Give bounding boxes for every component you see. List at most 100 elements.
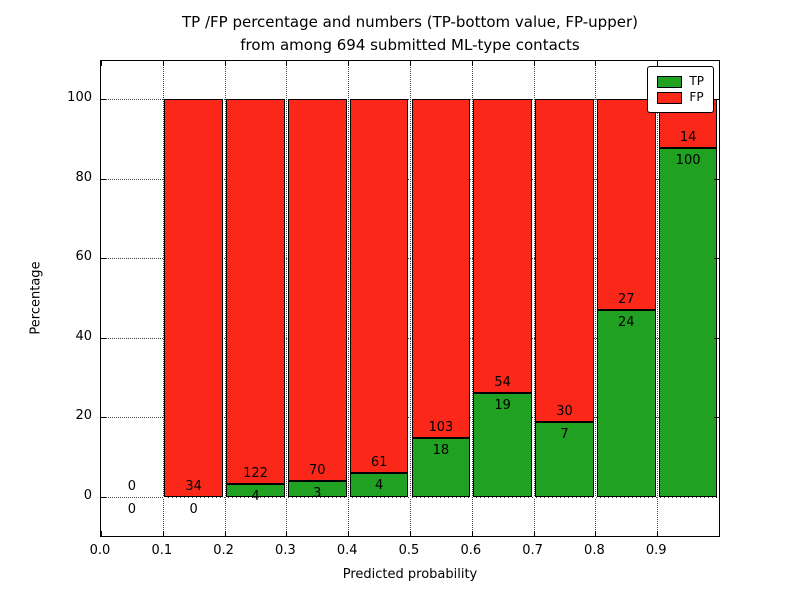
fp-count-label: 14	[679, 129, 697, 145]
y-tick-mark-right	[714, 178, 719, 180]
bar-fp-segment	[596, 99, 656, 310]
chart-title: TP /FP percentage and numbers (TP-bottom…	[100, 11, 720, 57]
x-axis-label: Predicted probability	[342, 567, 478, 582]
bar-tp-segment	[411, 437, 471, 497]
bar-tp-segment	[658, 147, 718, 497]
x-tick-label: 0.4	[336, 543, 358, 558]
fp-count-label: 0	[127, 479, 137, 494]
zero-gridline-overlay	[162, 497, 719, 499]
legend-label-tp: TP	[689, 74, 704, 88]
y-tick-mark-right	[714, 99, 719, 100]
tp-count-label: 4	[251, 489, 260, 505]
x-tick-label: 0.9	[645, 543, 667, 558]
x-tick-label: 0.6	[460, 543, 482, 558]
gridline-vertical	[286, 61, 288, 536]
y-tick-label: 100	[67, 90, 92, 105]
bar-fp-segment	[287, 99, 347, 481]
bar-tp-segment	[349, 472, 409, 497]
x-tick-label: 0.1	[151, 543, 173, 558]
x-tick-mark	[471, 531, 473, 536]
tp-count-label: 0	[189, 502, 198, 517]
y-tick-mark-right	[714, 258, 719, 260]
gridline-vertical	[410, 61, 411, 536]
x-tick-mark	[410, 531, 411, 536]
bar-fp-segment	[349, 99, 409, 473]
x-tick-mark	[286, 531, 288, 536]
x-tick-mark-top	[224, 61, 226, 66]
x-tick-mark-top	[533, 61, 535, 66]
tp-count-label: 4	[374, 477, 384, 493]
gridline-vertical	[471, 61, 473, 536]
bar-tp-segment	[535, 421, 594, 497]
gridline-vertical	[348, 61, 350, 536]
y-tick-mark	[101, 337, 106, 339]
y-tick-labels: 0 20 40 60 80 100	[56, 60, 92, 537]
tp-count-label: 100	[675, 152, 701, 168]
x-tick-label: 0.2	[213, 543, 234, 558]
plot-area: 0 0 34 0 122 4 70 3 61 4 103 18 54 19 30 7 27 24 14 100 TP F…	[100, 60, 720, 537]
legend-entry-tp: TP	[657, 75, 704, 88]
fp-count-label: 122	[243, 466, 268, 482]
y-tick-label: 0	[83, 488, 92, 503]
x-tick-mark-top	[162, 61, 164, 66]
x-tick-label: 0.3	[275, 543, 296, 558]
fp-count-label: 103	[428, 419, 454, 435]
x-tick-label: 0.0	[89, 543, 111, 558]
tp-count-label: 3	[313, 485, 322, 501]
y-tick-label: 60	[75, 249, 92, 265]
x-tick-labels: 0.0 0.1 0.2 0.3 0.4 0.5 0.6 0.7 0.8 0.9	[90, 543, 720, 561]
gridline-vertical	[657, 61, 659, 536]
tp-count-label: 7	[560, 426, 569, 442]
x-tick-mark-top	[101, 61, 102, 66]
legend-label-fp: FP	[689, 90, 704, 104]
tp-count-label: 19	[494, 398, 511, 414]
tp-color-swatch	[657, 75, 683, 88]
gridline-vertical	[224, 61, 226, 536]
x-tick-label: 0.8	[584, 543, 605, 558]
x-tick-mark-top	[410, 61, 411, 66]
chart-title-line1: TP /FP percentage and numbers (TP-bottom…	[182, 13, 638, 31]
gridline-vertical	[595, 61, 597, 536]
bar-fp-segment	[164, 99, 224, 497]
bar-fp-segment	[535, 99, 594, 422]
tp-count-label: 18	[432, 442, 450, 458]
fp-color-swatch	[657, 91, 683, 104]
fp-count-label: 34	[185, 479, 202, 494]
y-axis-label: Percentage	[28, 261, 44, 335]
x-tick-mark	[101, 531, 102, 536]
y-tick-mark	[101, 258, 106, 260]
bar-fp-segment	[411, 99, 471, 438]
y-tick-mark	[101, 178, 106, 180]
x-tick-mark-top	[348, 61, 350, 66]
fp-count-label: 70	[309, 462, 326, 478]
y-tick-mark	[101, 497, 106, 498]
legend: TP FP	[647, 66, 714, 113]
x-tick-mark-top	[286, 61, 288, 66]
bar-fp-segment	[226, 99, 285, 485]
x-tick-label: 0.7	[522, 543, 543, 558]
y-tick-label: 80	[75, 169, 92, 185]
tp-count-label: 24	[618, 314, 635, 330]
x-tick-mark	[224, 531, 226, 536]
bar-tp-segment	[473, 393, 533, 497]
legend-entry-fp: FP	[657, 91, 704, 104]
bar-tp-segment	[596, 309, 656, 497]
x-tick-label: 0.5	[398, 543, 420, 558]
bar-tp-segment	[226, 484, 285, 497]
x-tick-mark	[657, 531, 659, 536]
y-tick-mark	[101, 417, 106, 419]
bar-tp-segment	[287, 480, 347, 497]
fp-count-label: 30	[556, 403, 573, 419]
x-tick-mark-top	[471, 61, 473, 66]
gridline-vertical	[162, 61, 164, 536]
fp-count-label: 54	[494, 375, 511, 391]
x-tick-mark-top	[595, 61, 597, 66]
x-tick-mark	[162, 531, 164, 536]
y-tick-label: 40	[75, 328, 92, 344]
y-tick-label: 20	[75, 408, 92, 424]
x-tick-mark	[348, 531, 350, 536]
x-tick-mark	[533, 531, 535, 536]
x-tick-mark-top	[657, 61, 659, 66]
y-tick-mark-right	[714, 337, 719, 339]
